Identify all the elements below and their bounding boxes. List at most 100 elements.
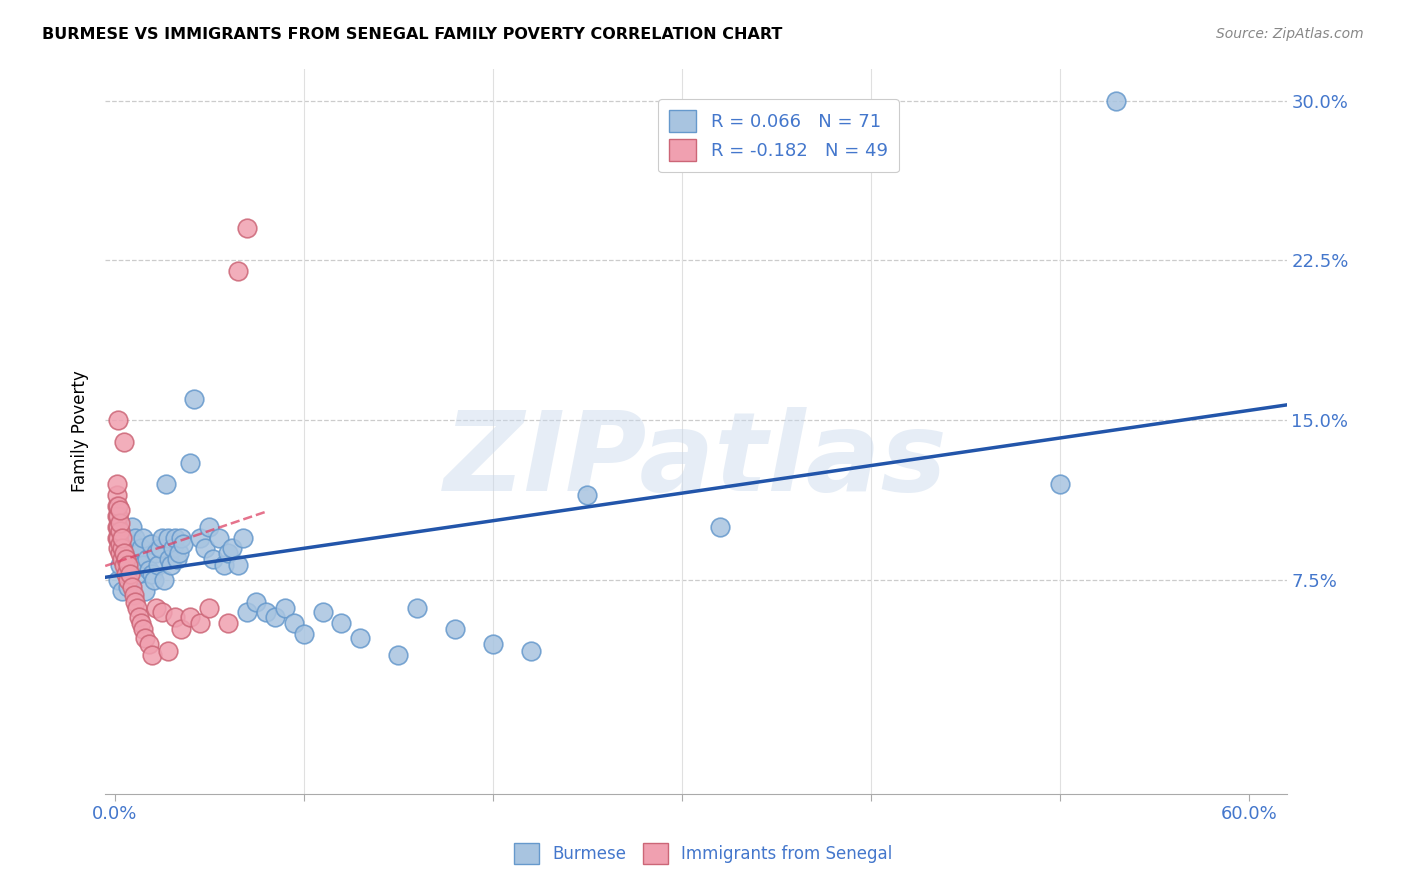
Point [105,488,128,502]
Point [132,531,155,545]
Point [118,563,141,577]
Point [128,546,150,560]
Point [143,574,166,588]
Point [135,552,157,566]
Point [170,623,193,637]
Point [1105,94,1128,108]
Point [124,595,146,609]
Text: ZIPatlas: ZIPatlas [444,407,948,514]
Point [105,477,128,491]
Point [155,477,177,491]
Point [111,584,134,599]
Point [179,456,201,470]
Point [115,531,138,545]
Point [194,541,217,556]
Point [149,541,172,556]
Point [226,264,249,278]
Point [112,434,135,449]
Point [110,524,132,539]
Point [198,601,221,615]
Point [117,558,139,573]
Point [156,531,179,545]
Point [118,566,141,581]
Point [179,609,201,624]
Legend: Burmese, Immigrants from Senegal: Burmese, Immigrants from Senegal [508,837,898,871]
Point [134,631,156,645]
Point [709,520,731,534]
Point [110,503,132,517]
Point [105,531,128,545]
Point [107,574,129,588]
Point [165,531,187,545]
Point [121,580,143,594]
Text: Source: ZipAtlas.com: Source: ZipAtlas.com [1216,27,1364,41]
Point [138,563,160,577]
Point [111,531,134,545]
Point [217,615,239,630]
Y-axis label: Family Poverty: Family Poverty [72,370,89,492]
Point [160,558,183,573]
Legend: R = 0.066   N = 71, R = -0.182   N = 49: R = 0.066 N = 71, R = -0.182 N = 49 [658,99,898,172]
Point [166,552,188,566]
Point [167,546,190,560]
Point [124,531,146,545]
Point [128,609,150,624]
Point [129,615,152,630]
Point [183,392,205,406]
Point [112,558,135,573]
Point [170,531,193,545]
Point [118,566,141,581]
Point [349,631,371,645]
Point [145,601,167,615]
Point [139,537,162,551]
Point [311,606,333,620]
Point [122,588,145,602]
Point [519,644,541,658]
Point [110,516,132,530]
Point [129,541,152,556]
Point [122,546,145,560]
Point [107,499,129,513]
Point [481,637,503,651]
Point [132,558,155,573]
Point [254,606,277,620]
Point [172,537,194,551]
Point [111,552,134,566]
Point [105,509,128,524]
Point [110,558,132,573]
Point [576,488,599,502]
Point [165,609,187,624]
Point [214,558,236,573]
Point [107,520,129,534]
Point [110,537,132,551]
Point [107,541,129,556]
Point [105,499,128,513]
Point [226,558,249,573]
Point [105,520,128,534]
Point [406,601,429,615]
Point [107,531,129,545]
Point [134,584,156,599]
Point [153,574,176,588]
Point [162,541,184,556]
Point [207,531,229,545]
Point [122,537,145,551]
Point [217,546,239,560]
Point [107,413,129,427]
Point [112,541,135,556]
Point [112,546,135,560]
Text: BURMESE VS IMMIGRANTS FROM SENEGAL FAMILY POVERTY CORRELATION CHART: BURMESE VS IMMIGRANTS FROM SENEGAL FAMIL… [42,27,783,42]
Point [115,552,138,566]
Point [132,623,155,637]
Point [146,558,169,573]
Point [188,615,211,630]
Point [150,606,173,620]
Point [141,566,163,581]
Point [264,609,287,624]
Point [141,648,163,662]
Point [221,541,243,556]
Point [274,601,297,615]
Point [111,541,134,556]
Point [201,552,224,566]
Point [198,520,221,534]
